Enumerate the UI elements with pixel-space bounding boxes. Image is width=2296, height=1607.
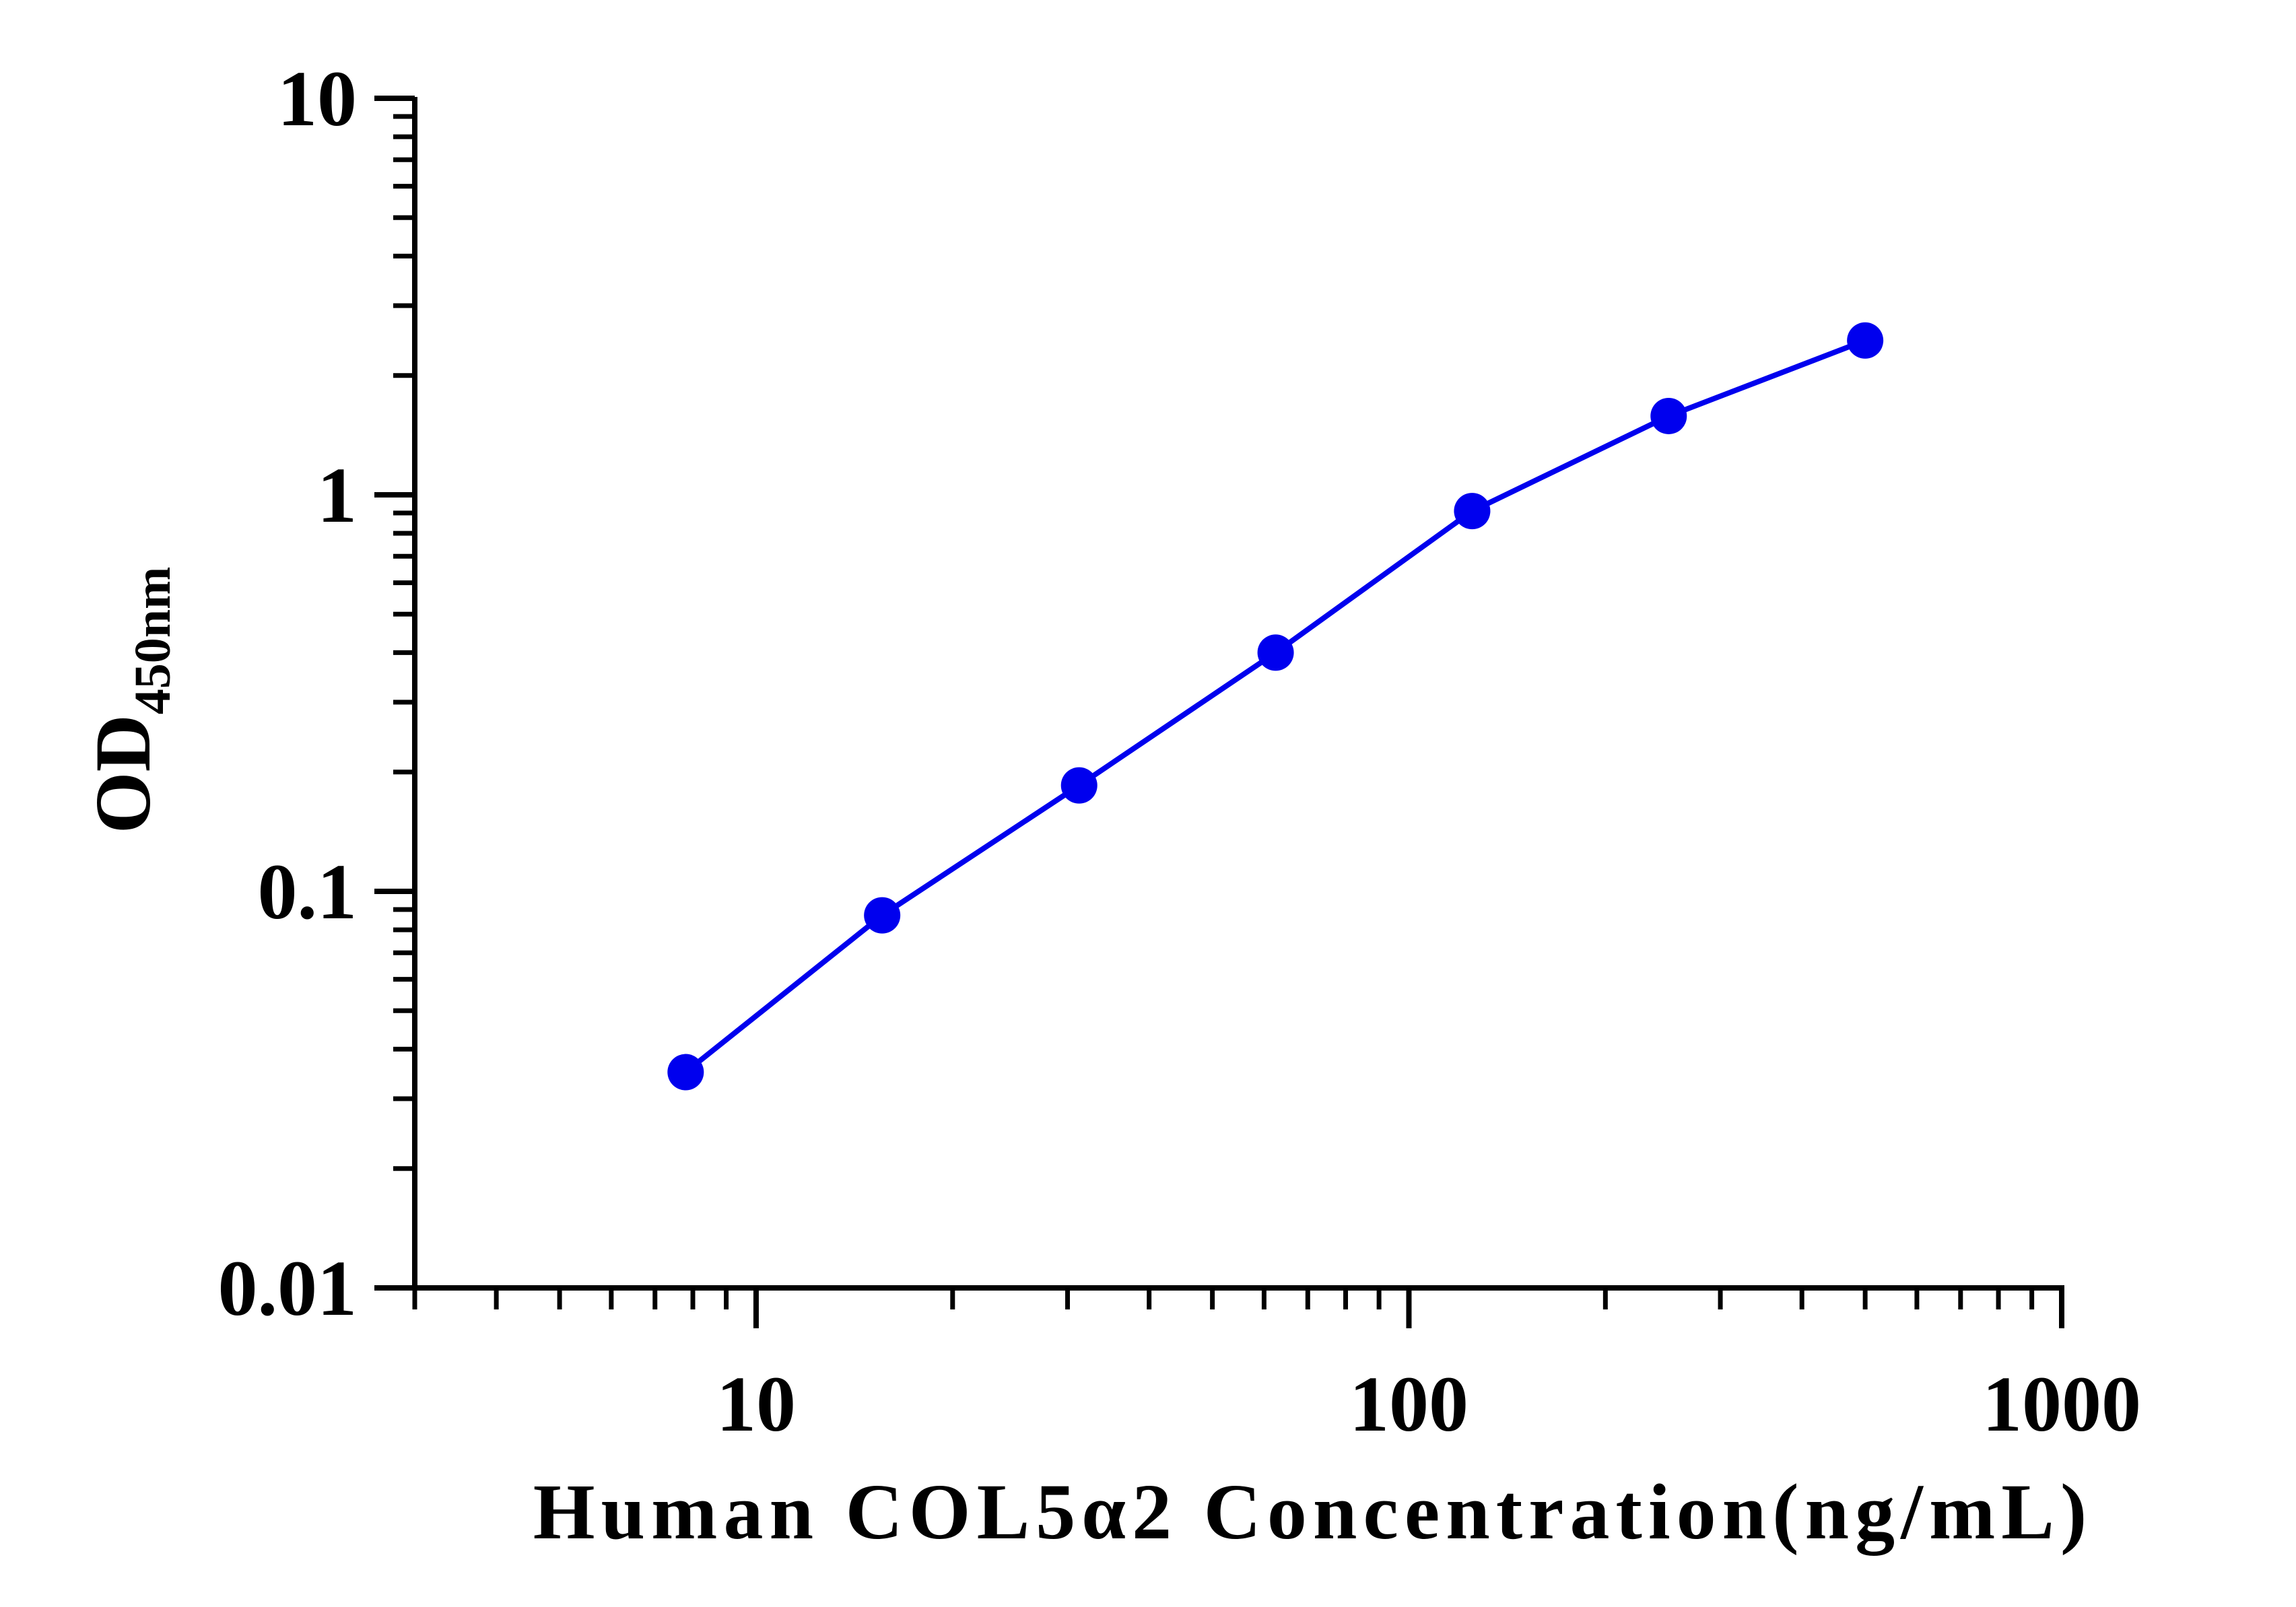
y-axis-title: OD450nm [79,567,181,834]
series [667,322,1884,1091]
x-tick-label: 1000 [1982,1360,2141,1448]
labels: Human COL5α2 Concentration(ng/mL) OD450n… [79,55,2141,1556]
y-tick-label: 0.01 [218,1244,358,1332]
y-tick-label: 10 [277,55,357,143]
data-point [1060,767,1098,804]
data-point [1650,397,1687,434]
y-tick-label: 1 [317,451,357,539]
y-tick-label: 0.1 [258,848,358,936]
y-axis-title-main: OD [79,714,167,833]
y-axis-title-subscript: 450nm [125,567,181,715]
series-line [683,338,1866,1074]
data-point [1847,322,1884,359]
x-tick-label: 10 [716,1360,796,1448]
data-point [667,1054,704,1091]
x-axis-title: Human COL5α2 Concentration(ng/mL) [533,1468,2093,1556]
x-tick-label: 100 [1349,1360,1468,1448]
data-point [864,897,901,934]
data-point [1257,634,1294,671]
axes [412,97,2064,1291]
ticks [374,96,2064,1328]
data-point [1454,493,1491,530]
